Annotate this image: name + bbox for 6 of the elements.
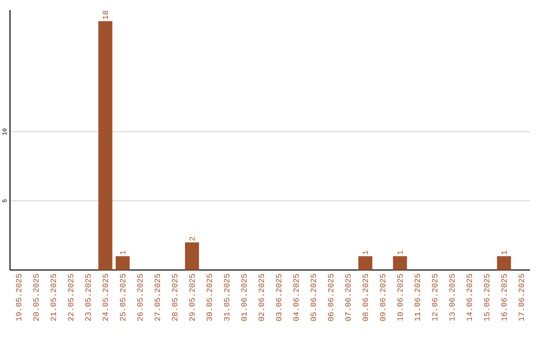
bar [116,256,130,270]
bar [185,242,199,270]
bar [393,256,408,270]
bar [358,256,372,270]
bar [497,256,512,270]
bar [98,21,112,270]
